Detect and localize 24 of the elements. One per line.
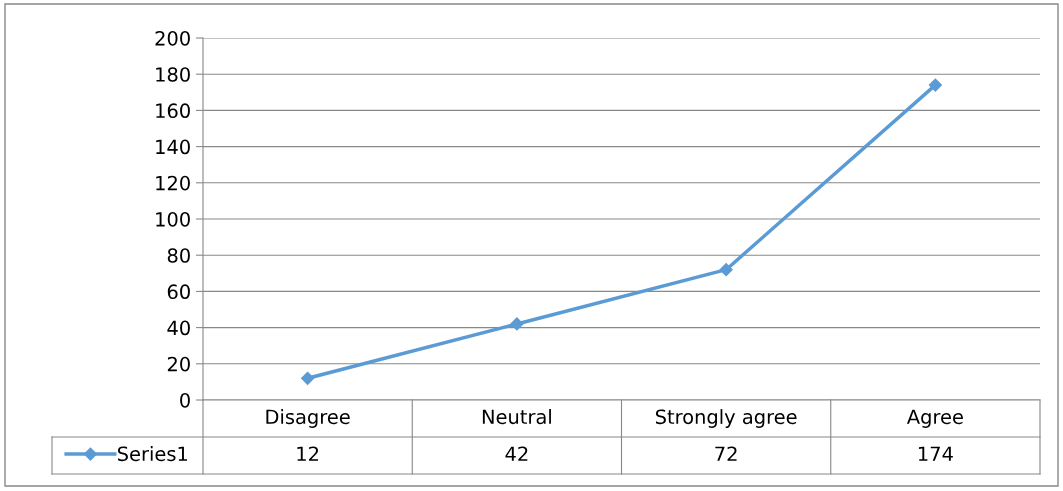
x-tick-label: Strongly agree	[655, 409, 797, 428]
y-tick-label: 20	[167, 356, 190, 372]
y-tick-label: 60	[167, 284, 190, 300]
y-tick-label: 100	[156, 211, 190, 227]
data-label: 42	[505, 446, 528, 461]
y-tick-label: 40	[167, 320, 190, 336]
x-tick-label: Disagree	[266, 409, 350, 428]
point	[719, 263, 733, 277]
data-label: 12	[297, 446, 319, 461]
y-tick-label: 160	[156, 103, 190, 119]
y-tick-label: 200	[155, 30, 190, 46]
legend-label: Series1	[117, 446, 188, 462]
point	[928, 78, 942, 92]
x-tick-label: Agree	[906, 409, 963, 428]
y-tick-label: 80	[167, 248, 190, 263]
y-tick-label: 180	[156, 67, 190, 82]
data-label: 72	[715, 446, 737, 461]
y-tick-label: 0	[180, 392, 190, 408]
y-tick-label: 120	[156, 175, 190, 191]
point	[510, 317, 524, 331]
point	[301, 371, 315, 385]
y-tick-label: 140	[156, 139, 190, 155]
x-tick-label: Neutral	[482, 409, 551, 425]
data-label: 174	[918, 446, 953, 461]
